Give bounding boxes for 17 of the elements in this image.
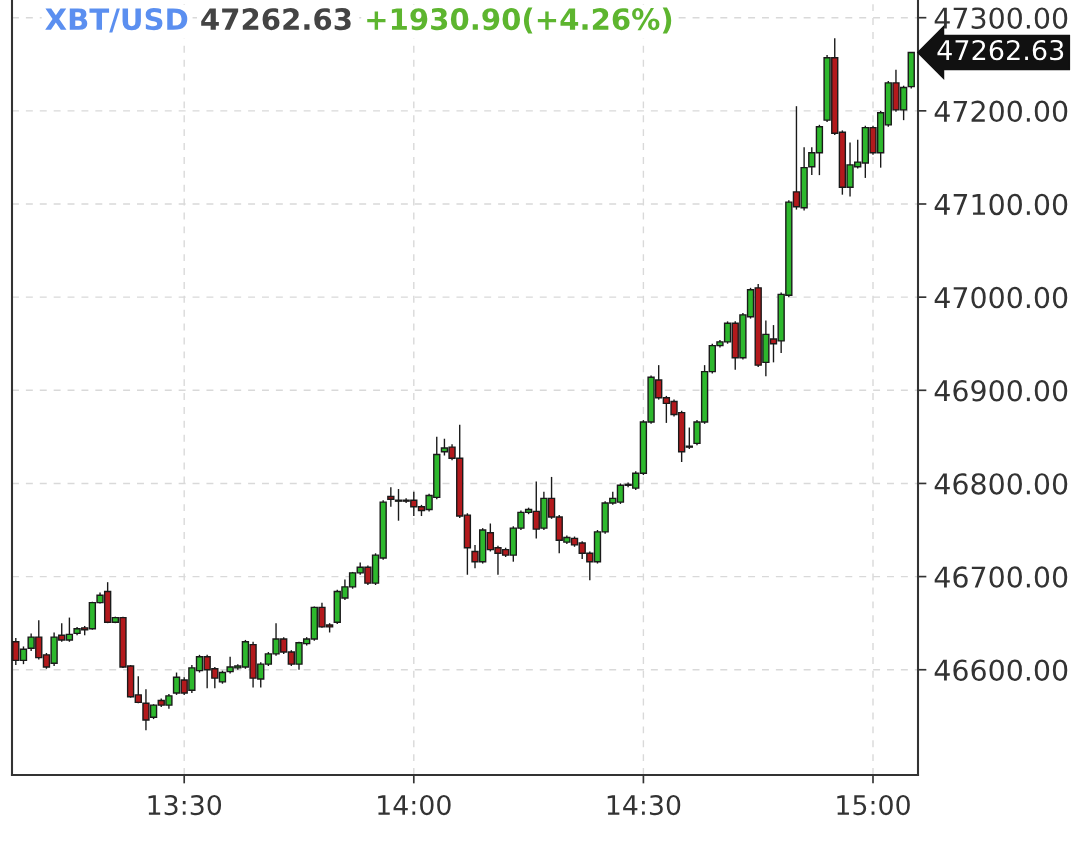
- annotation: 47262.63: [201, 8, 351, 31]
- y-tick-label: 47100.00: [934, 193, 1068, 216]
- y-tick-label: 47000.00: [934, 286, 1068, 309]
- annotation: +1930.90(+4.26%): [367, 7, 672, 34]
- text: 47262.63: [937, 39, 1064, 61]
- y-tick-label: 46900.00: [934, 379, 1068, 402]
- x-tick-label: 14:30: [607, 794, 681, 816]
- y-tick-label: 46600.00: [934, 659, 1068, 681]
- x-tick-label: 14:00: [378, 794, 451, 816]
- candlestick: [387, 486, 395, 508]
- y-tick-label: 46700.00: [934, 566, 1068, 588]
- x-tick-label: 15:00: [837, 794, 910, 816]
- chart-title: XBT/USD: [45, 8, 188, 33]
- y-tick-label: 47300.00: [934, 7, 1068, 29]
- y-tick-label: 46800.00: [934, 473, 1068, 495]
- y-tick-label: 47200.00: [934, 100, 1068, 123]
- x-tick-label: 13:30: [148, 794, 222, 816]
